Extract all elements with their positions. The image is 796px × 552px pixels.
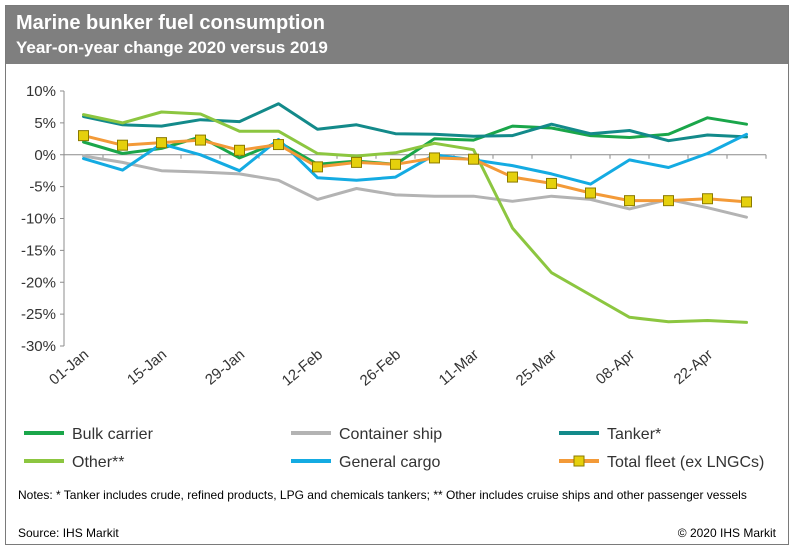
x-tick-label: 29-Jan	[202, 346, 248, 389]
legend-label: Other**	[72, 454, 124, 471]
legend-label: General cargo	[339, 454, 440, 471]
x-tick-label: 25-Mar	[513, 346, 560, 390]
y-tick-label: -10%	[21, 211, 56, 228]
data-point	[741, 196, 752, 208]
data-point	[585, 187, 596, 199]
y-tick-label: -15%	[21, 242, 56, 259]
data-point	[195, 134, 206, 146]
data-point	[78, 130, 89, 142]
chart-subtitle: Year-on-year change 2020 versus 2019	[16, 38, 328, 57]
chart-copyright: © 2020 IHS Markit	[677, 526, 776, 540]
x-tick-label: 15-Jan	[124, 346, 170, 389]
data-point	[117, 139, 128, 151]
data-point	[234, 144, 245, 156]
legend-label: Tanker*	[607, 426, 661, 443]
y-tick-label: -20%	[21, 274, 56, 291]
data-point	[624, 195, 635, 207]
data-point	[312, 161, 323, 173]
data-point	[468, 153, 479, 165]
data-point	[429, 152, 440, 164]
data-point	[390, 158, 401, 170]
chart-header: Marine bunker fuel consumption Year-on-y…	[6, 6, 788, 64]
y-tick-label: 10%	[26, 83, 56, 100]
series-line-general-cargo	[82, 132, 748, 186]
data-point	[702, 193, 713, 205]
line-chart: 10%5%0%-5%-10%-15%-20%-25%-30%01-Jan 15-J…	[21, 83, 767, 471]
legend-marker	[573, 455, 585, 467]
data-point	[156, 137, 167, 149]
data-point	[507, 171, 518, 183]
data-point	[273, 139, 284, 151]
series-line-total-fleet-ex-lngcs	[82, 134, 748, 204]
legend-label: Container ship	[339, 426, 442, 443]
series-line-bulk-carrier	[82, 116, 748, 166]
chart-frame: Marine bunker fuel consumption Year-on-y…	[5, 5, 789, 545]
y-tick-label: -25%	[21, 306, 56, 323]
legend-label: Total fleet (ex LNGCs)	[607, 454, 764, 471]
x-tick-label: 11-Mar	[436, 346, 482, 389]
y-tick-label: 5%	[34, 115, 56, 132]
x-tick-label: 08-Apr	[593, 346, 638, 388]
y-tick-label: 0%	[34, 147, 56, 164]
x-tick-label: 22-Apr	[671, 346, 716, 388]
chart-title: Marine bunker fuel consumption	[16, 12, 325, 34]
chart-source: Source: IHS Markit	[18, 526, 119, 540]
data-point	[546, 177, 557, 189]
chart-notes: Notes: * Tanker includes crude, refined …	[18, 488, 747, 502]
data-point	[351, 156, 362, 168]
y-tick-label: -30%	[21, 338, 56, 355]
data-point	[663, 195, 674, 207]
legend-label: Bulk carrier	[72, 426, 154, 443]
series-line-container-ship	[82, 154, 748, 219]
series-line-other	[82, 110, 748, 324]
y-tick-label: -5%	[29, 179, 56, 196]
x-tick-label: 12-Feb	[279, 346, 326, 390]
series-line-tanker	[82, 102, 748, 143]
x-tick-label: 26-Feb	[357, 346, 404, 390]
